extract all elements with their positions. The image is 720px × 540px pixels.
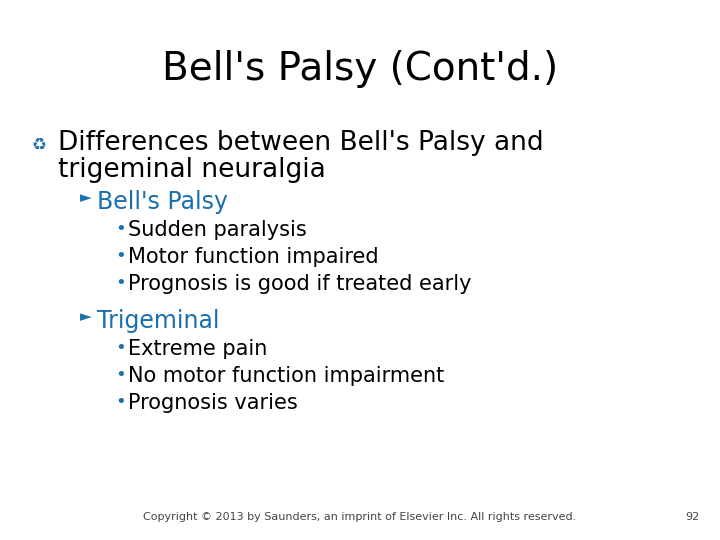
Text: Differences between Bell's Palsy and: Differences between Bell's Palsy and bbox=[58, 130, 544, 156]
Text: ►: ► bbox=[80, 190, 91, 205]
Text: •: • bbox=[115, 274, 126, 292]
Text: Extreme pain: Extreme pain bbox=[128, 339, 267, 359]
Text: •: • bbox=[115, 339, 126, 357]
Text: ►: ► bbox=[80, 309, 91, 324]
Text: ♻: ♻ bbox=[32, 135, 47, 153]
Text: 92: 92 bbox=[685, 512, 700, 522]
Text: •: • bbox=[115, 247, 126, 265]
Text: •: • bbox=[115, 366, 126, 384]
Text: Prognosis is good if treated early: Prognosis is good if treated early bbox=[128, 274, 472, 294]
Text: Copyright © 2013 by Saunders, an imprint of Elsevier Inc. All rights reserved.: Copyright © 2013 by Saunders, an imprint… bbox=[143, 512, 577, 522]
Text: Bell's Palsy (Cont'd.): Bell's Palsy (Cont'd.) bbox=[162, 50, 558, 88]
Text: No motor function impairment: No motor function impairment bbox=[128, 366, 444, 386]
Text: Bell's Palsy: Bell's Palsy bbox=[97, 190, 228, 214]
Text: Motor function impaired: Motor function impaired bbox=[128, 247, 379, 267]
Text: trigeminal neuralgia: trigeminal neuralgia bbox=[58, 157, 325, 183]
Text: •: • bbox=[115, 393, 126, 411]
Text: Trigeminal: Trigeminal bbox=[97, 309, 220, 333]
Text: Prognosis varies: Prognosis varies bbox=[128, 393, 298, 413]
Text: Sudden paralysis: Sudden paralysis bbox=[128, 220, 307, 240]
Text: •: • bbox=[115, 220, 126, 238]
